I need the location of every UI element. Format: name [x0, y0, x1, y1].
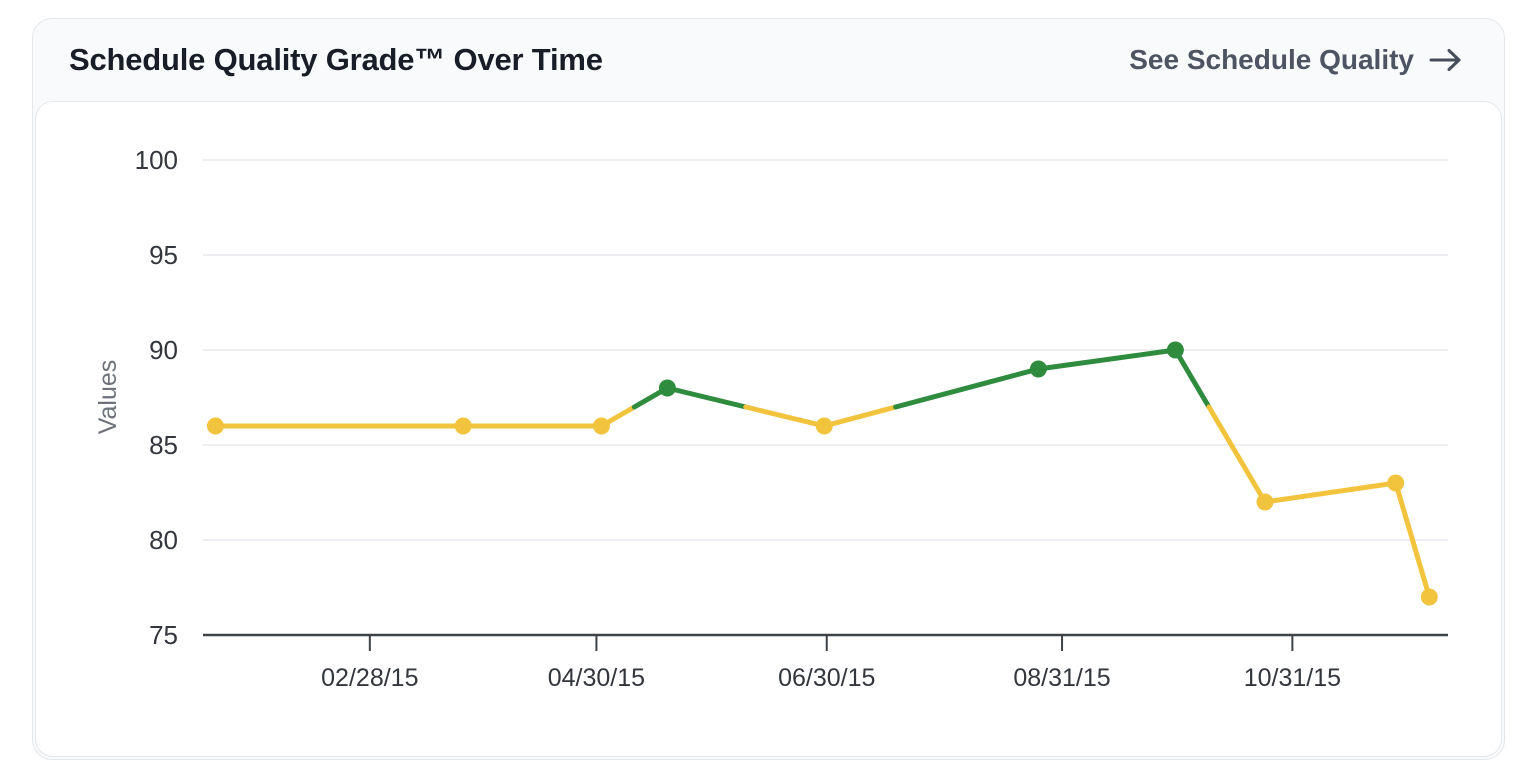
data-point[interactable]: [592, 417, 610, 435]
data-point[interactable]: [658, 379, 676, 397]
data-point[interactable]: [1387, 474, 1405, 492]
schedule-quality-card: Schedule Quality Grade™ Over Time See Sc…: [32, 18, 1505, 760]
arrow-right-icon: [1429, 49, 1461, 71]
see-schedule-quality-label: See Schedule Quality: [1129, 44, 1414, 75]
card-title: Schedule Quality Grade™ Over Time: [69, 42, 603, 77]
chart-panel: [35, 101, 1502, 757]
see-schedule-quality-link[interactable]: See Schedule Quality: [1129, 44, 1464, 76]
card-header: Schedule Quality Grade™ Over Time See Sc…: [33, 19, 1504, 101]
data-point[interactable]: [1029, 360, 1047, 378]
data-point[interactable]: [1166, 341, 1184, 359]
data-point[interactable]: [206, 417, 224, 435]
data-point[interactable]: [1420, 588, 1438, 606]
data-point[interactable]: [1256, 493, 1274, 511]
data-point[interactable]: [815, 417, 833, 435]
data-point[interactable]: [454, 417, 472, 435]
